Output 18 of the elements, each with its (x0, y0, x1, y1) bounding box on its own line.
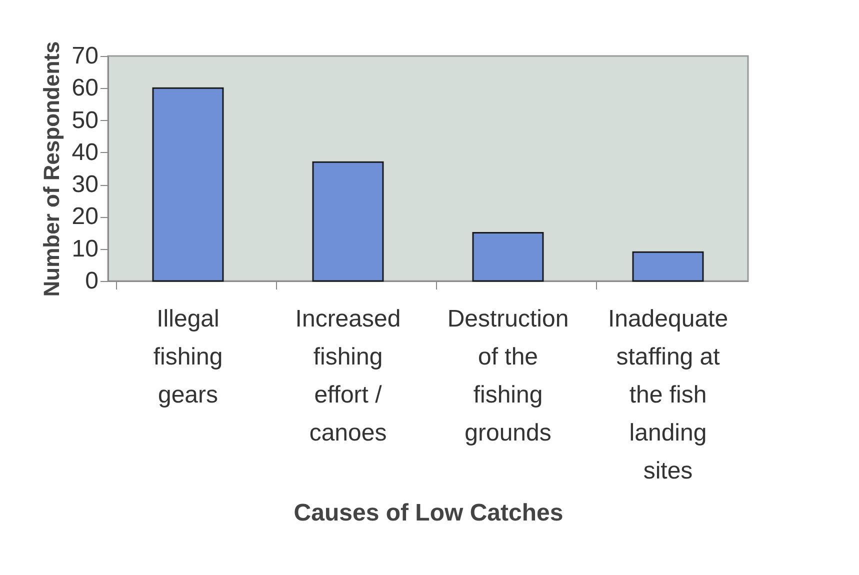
x-tick-label: Illegal fishing gears (153, 306, 223, 408)
y-tick-label: 30 (72, 171, 98, 198)
y-tick-label: 70 (72, 42, 98, 70)
y-tick-label: 50 (72, 106, 98, 134)
bar (152, 87, 224, 282)
x-axis-title: Causes of Low Catches (294, 500, 564, 526)
y-tick-label: 10 (72, 235, 98, 262)
y-tick-label: 0 (85, 268, 98, 294)
x-tick-label: Inadequate staffing at the fish landing sites (608, 306, 728, 484)
x-tick-label: Increased fishing effort / canoes (295, 306, 401, 446)
y-axis-title: Number of Respondents (38, 41, 64, 297)
bar (472, 232, 544, 282)
bar (312, 161, 384, 282)
y-tick-label: 20 (72, 203, 98, 230)
bar (632, 251, 704, 282)
y-tick-label: 40 (72, 138, 98, 166)
x-tick-label: Destruction of the fishing grounds (447, 306, 569, 446)
y-tick-label: 60 (72, 74, 98, 102)
